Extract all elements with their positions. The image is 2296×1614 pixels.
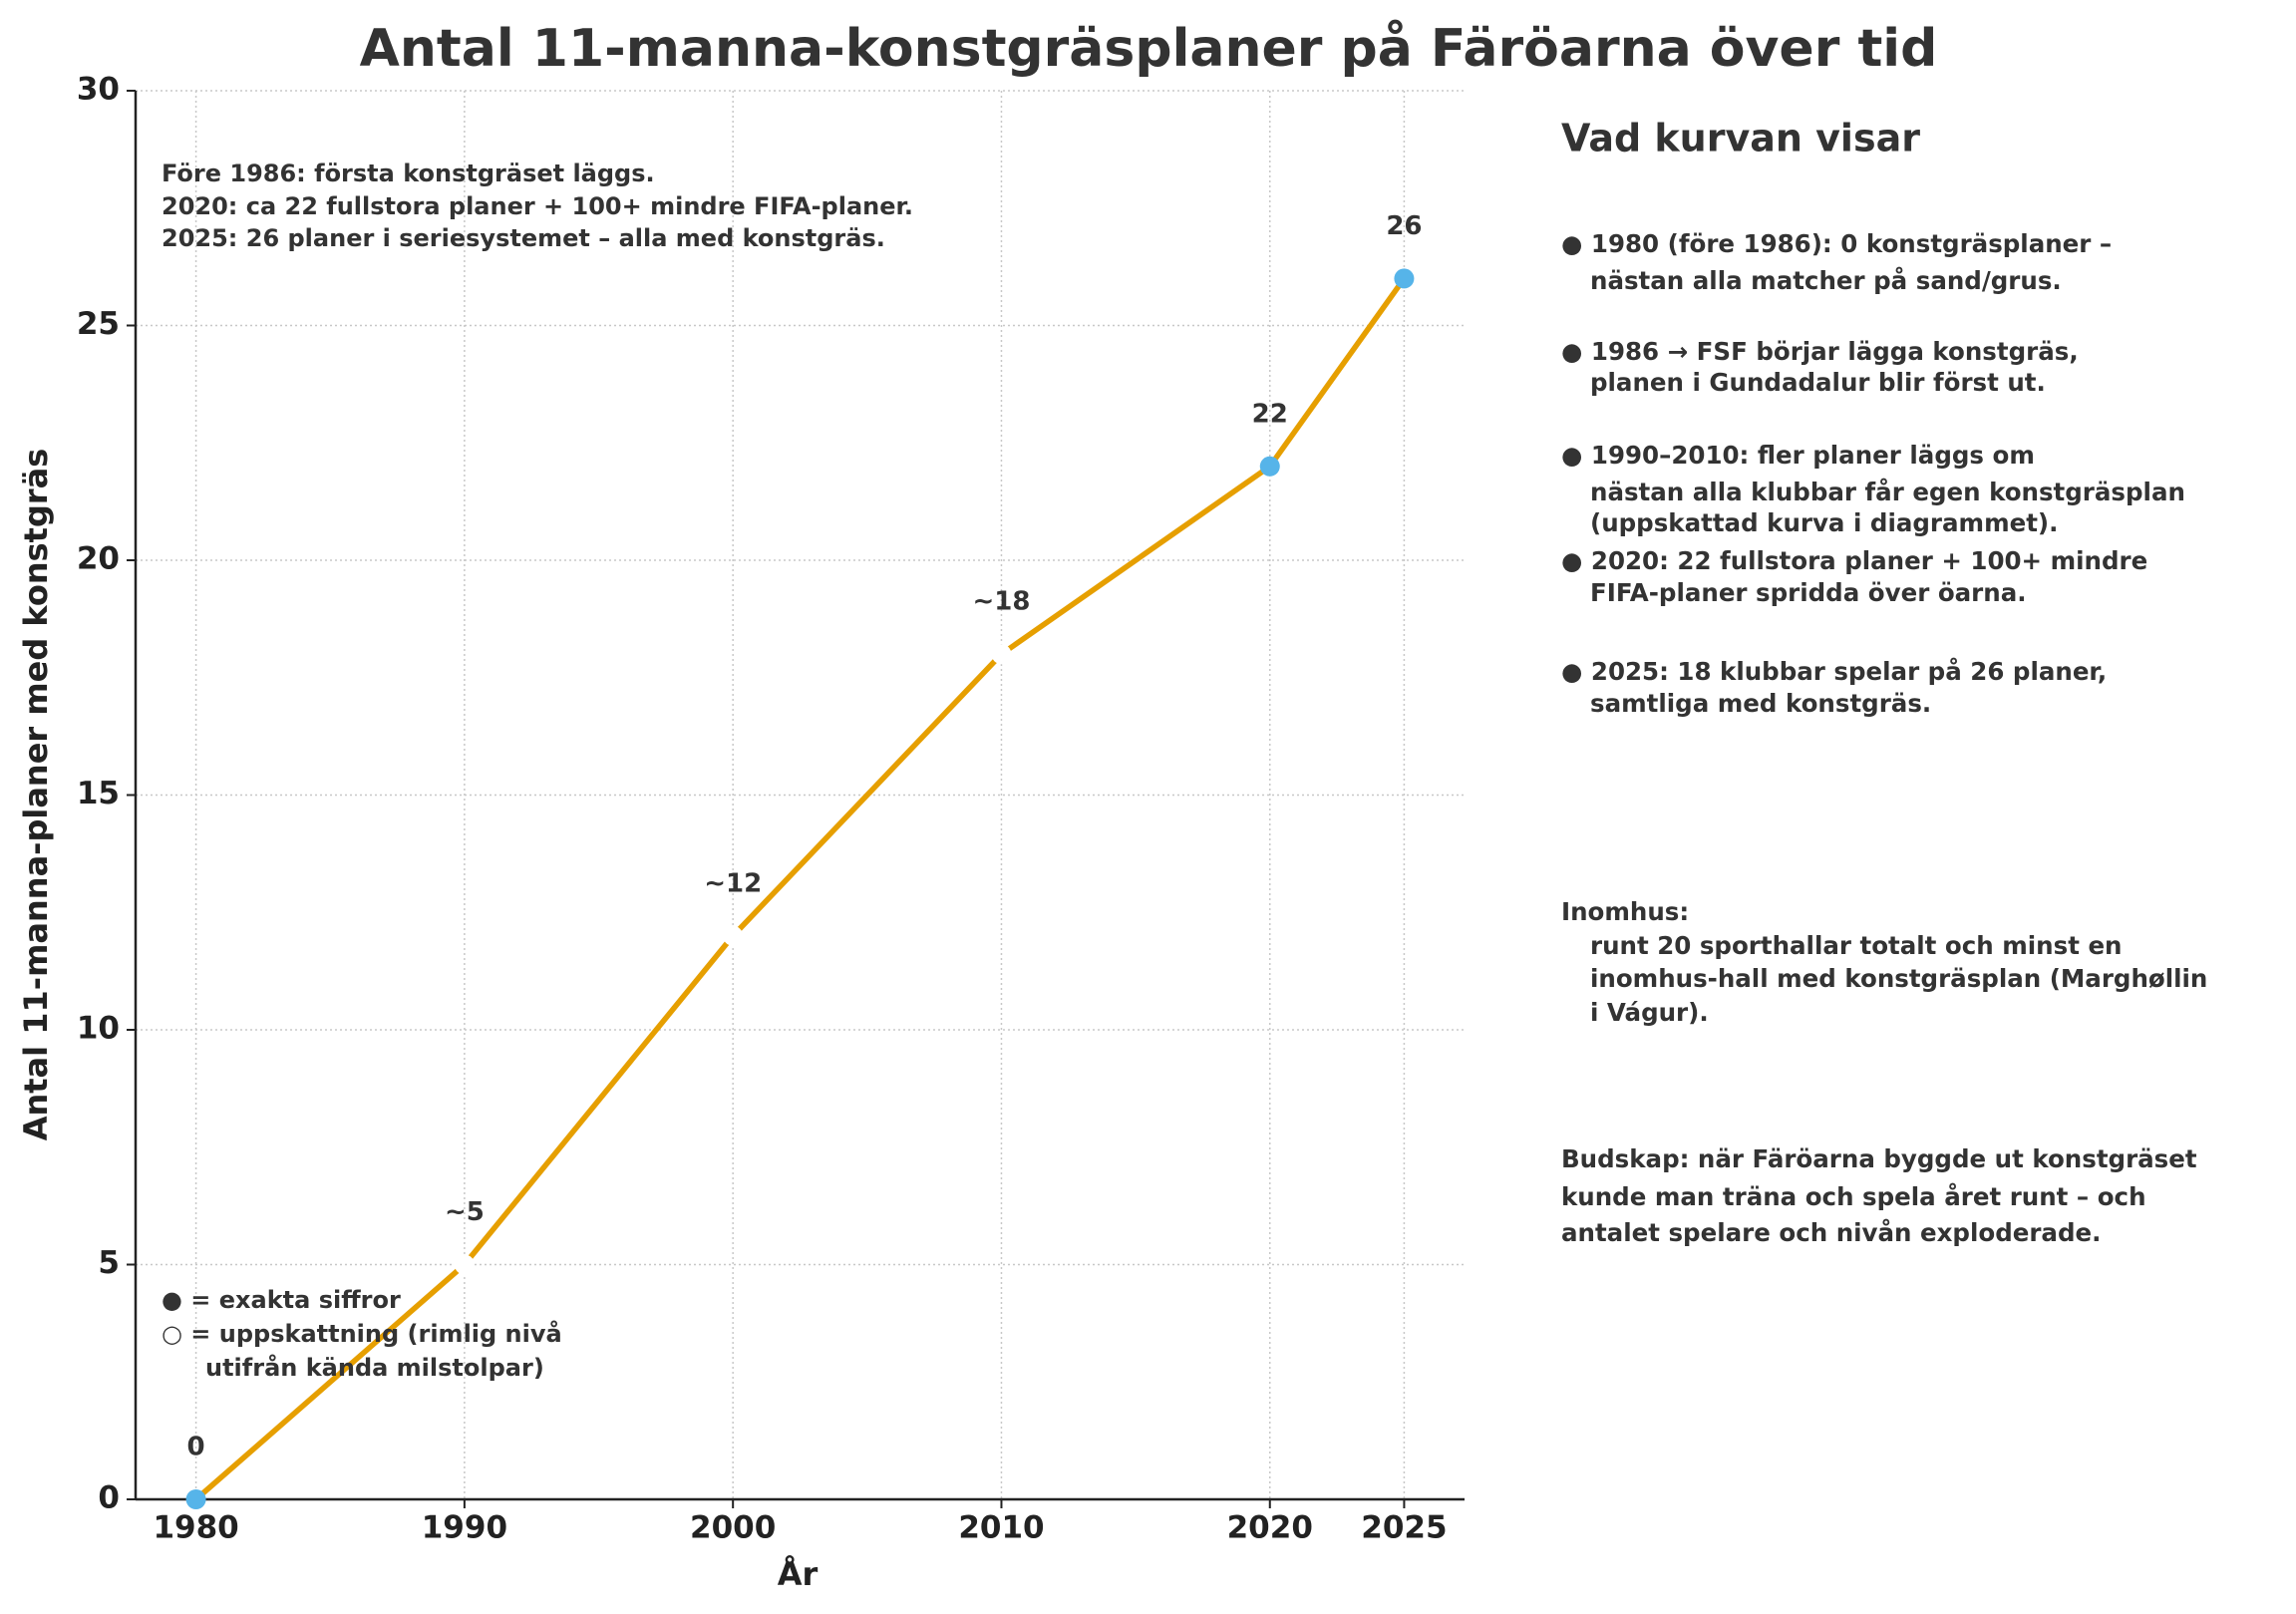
line — [193, 276, 1407, 1502]
x-tick-label: 2000 — [690, 1510, 776, 1546]
sidebar-line: nästan alla klubbar får egen konstgräspl… — [1590, 478, 2185, 506]
sidebar-line: (uppskattad kurva i diagrammet). — [1590, 508, 2058, 537]
y-tick-label: 5 — [98, 1245, 120, 1281]
data-point — [185, 1489, 206, 1509]
data-point — [1394, 268, 1415, 289]
data-point — [991, 644, 1012, 665]
data-label: 0 — [187, 1433, 205, 1462]
annotation: 2020: ca 22 fullstora planer + 100+ mind… — [162, 192, 913, 220]
sidebar-line: runt 20 sporthallar totalt och minst en — [1590, 931, 2123, 960]
sidebar-line: antalet spelare och nivån exploderade. — [1561, 1218, 2101, 1247]
y-tick-label: 25 — [77, 306, 120, 342]
sidebar-line: nästan alla matcher på sand/grus. — [1590, 266, 2062, 295]
x-tick-label: 1980 — [153, 1510, 238, 1546]
sidebar-line: i Vágur). — [1590, 998, 1709, 1027]
sidebar-line: Budskap: när Färöarna byggde ut konstgrä… — [1561, 1144, 2197, 1173]
legend-note: utifrån kända milstolpar) — [205, 1353, 544, 1382]
y-tick-label: 30 — [77, 72, 120, 108]
y-tick-label: 0 — [98, 1480, 120, 1516]
sidebar-line: planen i Gundadalur blir först ut. — [1590, 368, 2046, 397]
x-tick-label: 2025 — [1361, 1510, 1447, 1546]
data-label: 26 — [1386, 211, 1422, 241]
chart-title: Antal 11-manna-konstgräsplaner på Färöar… — [360, 19, 1938, 79]
data-label: ~18 — [972, 587, 1030, 617]
sidebar-line: ● 1990–2010: fler planer läggs om — [1561, 441, 2035, 470]
y-tick-label: 10 — [77, 1011, 120, 1047]
x-tick-label: 2020 — [1227, 1510, 1313, 1546]
data-point — [1259, 456, 1280, 477]
x-tick-label: 2010 — [958, 1510, 1044, 1546]
sidebar-line: FIFA-planer spridda över öarna. — [1590, 578, 2027, 607]
x-tick-label: 1990 — [422, 1510, 507, 1546]
sidebar-line: ● 1986 → FSF börjar lägga konstgräs, — [1561, 337, 2079, 366]
y-tick-label: 15 — [77, 776, 120, 811]
sidebar-line: ● 2020: 22 fullstora planer + 100+ mindr… — [1561, 546, 2147, 575]
data-point — [454, 1254, 475, 1275]
sidebar-line: ● 1980 (före 1986): 0 konstgräsplaner – — [1561, 229, 2112, 258]
data-point — [723, 925, 744, 946]
sidebar-title: Vad kurvan visar — [1561, 117, 1920, 161]
y-axis-label: Antal 11-manna-planer med konstgräs — [17, 449, 55, 1141]
sidebar-line: kunde man träna och spela året runt – oc… — [1561, 1182, 2146, 1211]
legend-note: ○ = uppskattning (rimlig nivå — [162, 1319, 562, 1348]
sidebar-line: samtliga med konstgräs. — [1590, 689, 1931, 718]
sidebar-line: ● 2025: 18 klubbar spelar på 26 planer, — [1561, 657, 2107, 686]
legend-note: ● = exakta siffror — [162, 1286, 401, 1314]
y-tick-label: 20 — [77, 541, 120, 577]
annotation: Före 1986: första konstgräset läggs. — [162, 160, 655, 187]
sidebar-line: Inomhus: — [1561, 897, 1689, 926]
data-label: ~5 — [445, 1197, 485, 1227]
x-axis-label: År — [778, 1555, 819, 1593]
data-label: 22 — [1252, 399, 1288, 429]
data-label: ~12 — [704, 868, 762, 898]
annotation: 2025: 26 planer i seriesystemet – alla m… — [162, 224, 885, 252]
sidebar-line: inomhus-hall med konstgräsplan (Marghøll… — [1590, 964, 2207, 993]
